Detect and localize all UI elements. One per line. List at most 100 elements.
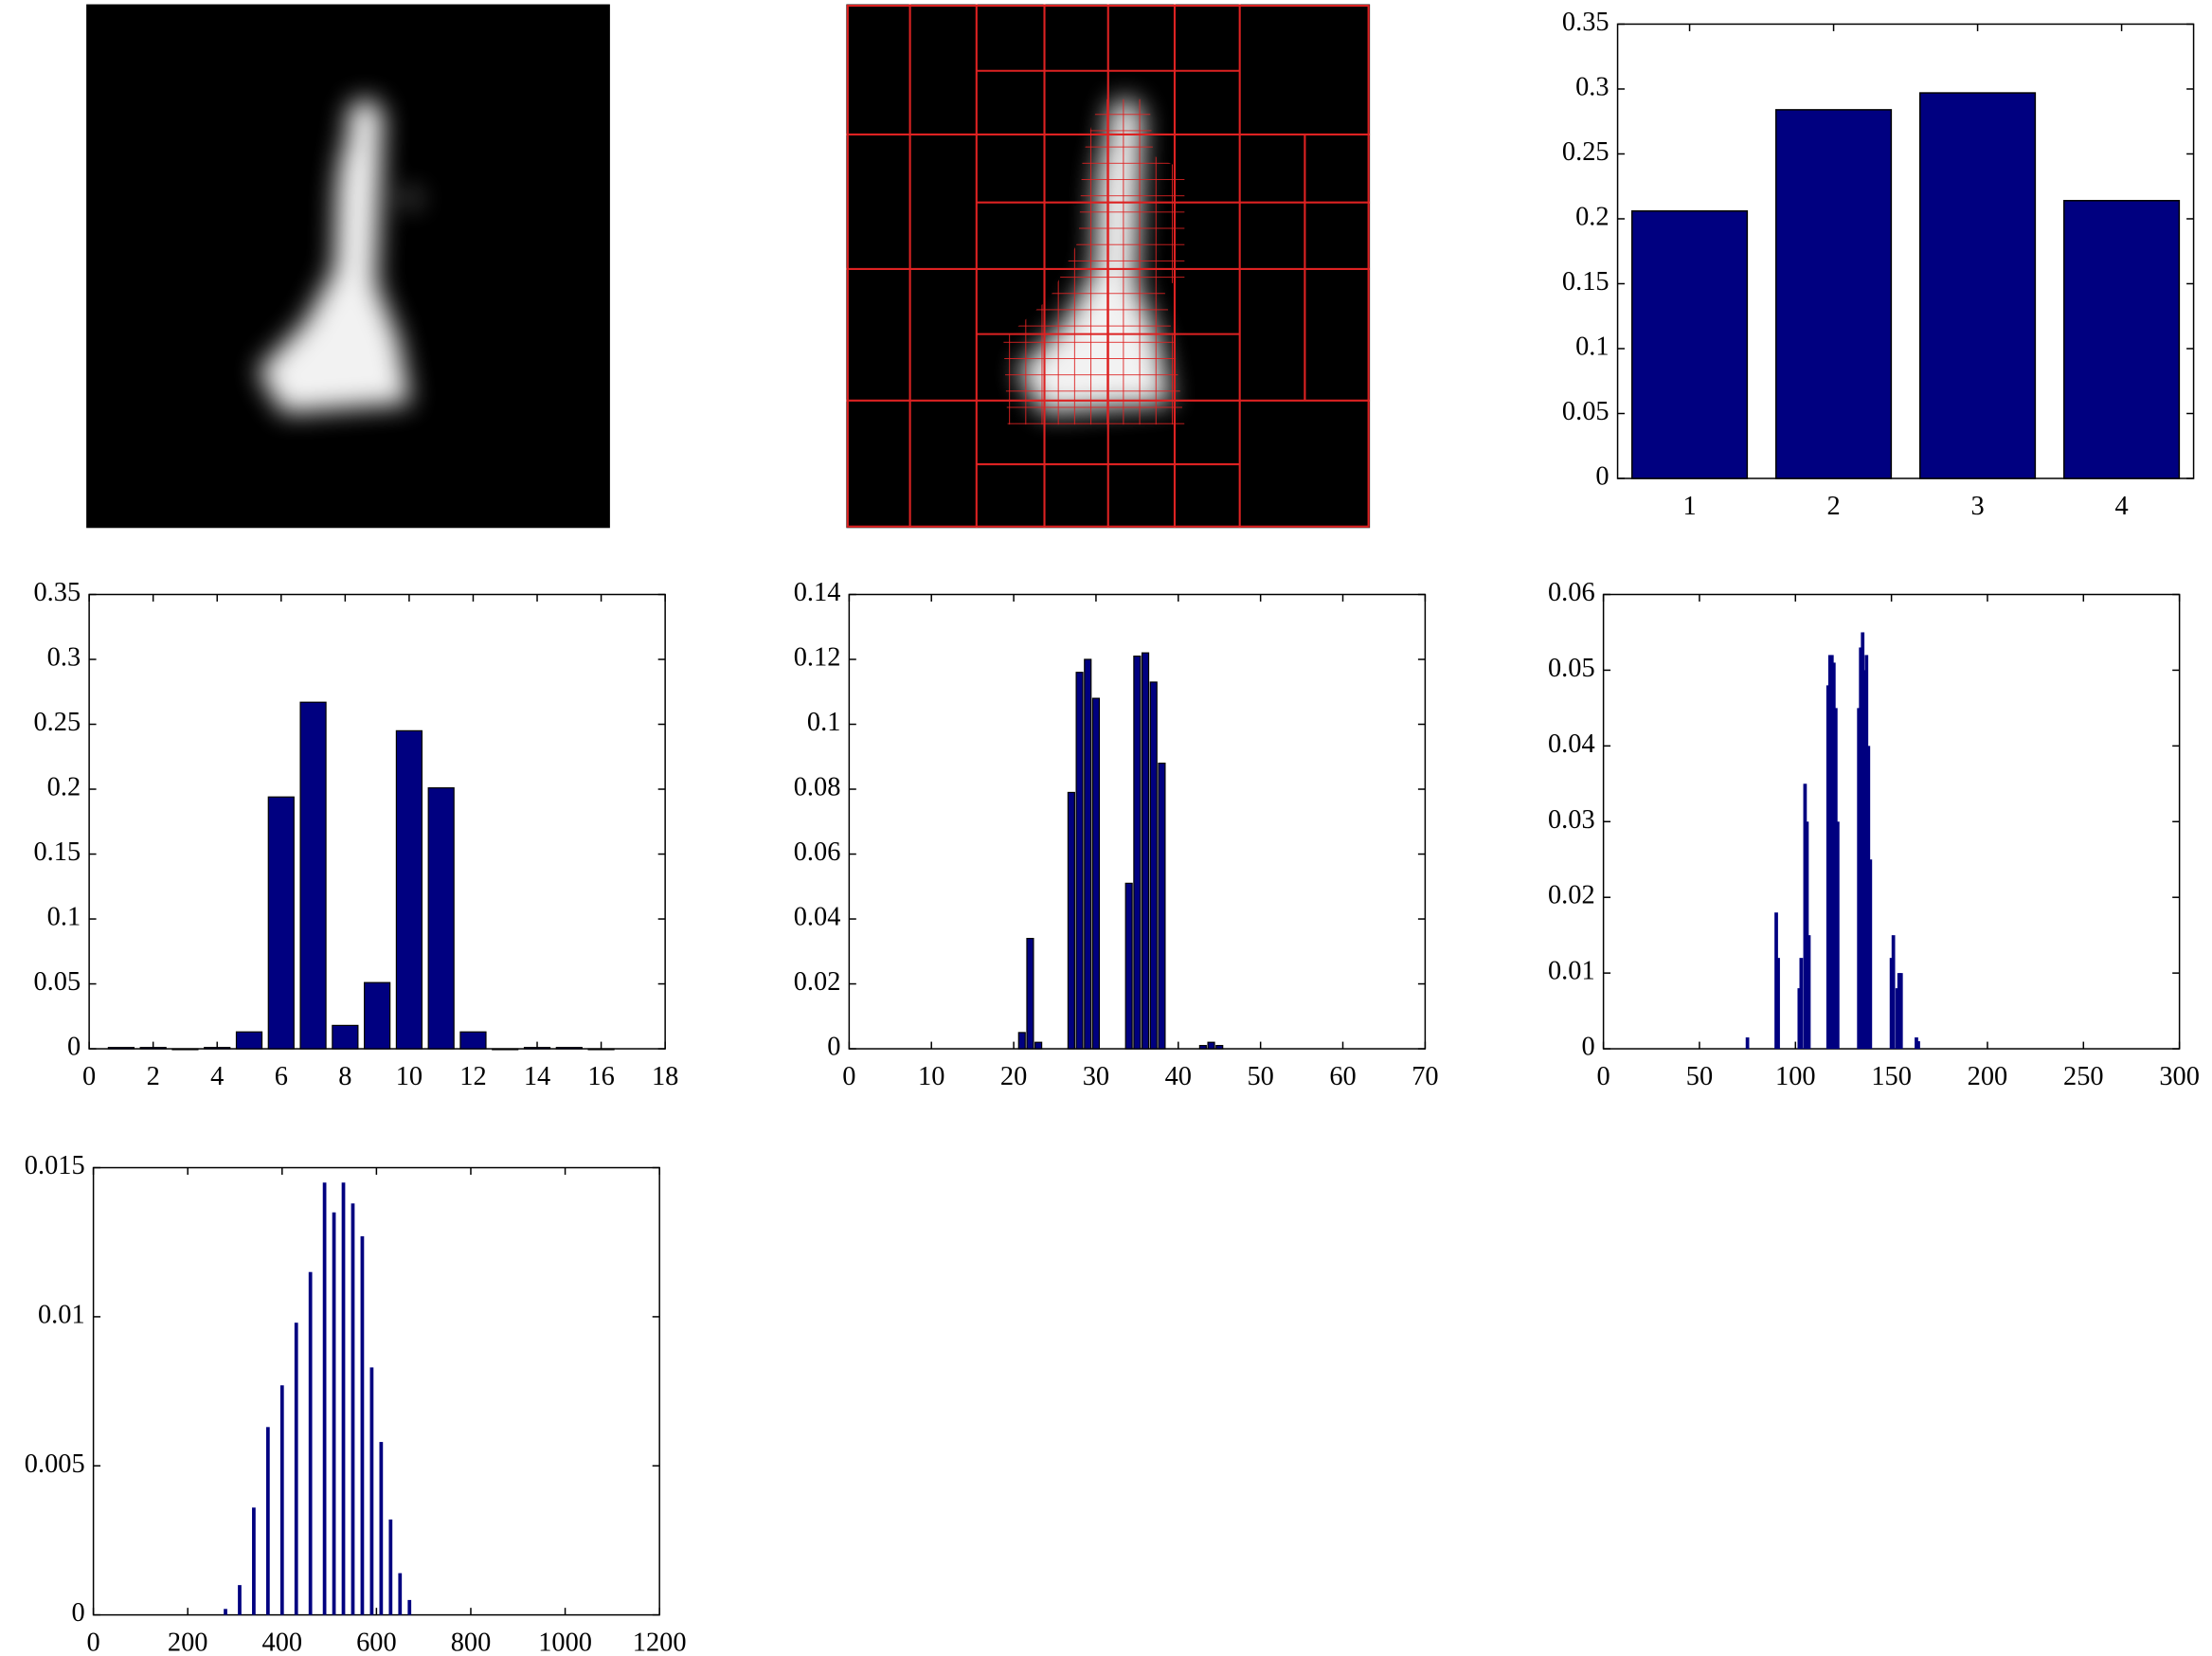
- bar: [427, 787, 455, 1050]
- x-tick-label: 20: [1000, 1062, 1027, 1091]
- y-tick-label: 0.08: [794, 773, 841, 802]
- y-tick-label: 0.35: [33, 578, 81, 607]
- bar: [1026, 937, 1034, 1050]
- y-tick-label: 0.12: [794, 643, 841, 673]
- y-tick-label: 0: [827, 1033, 840, 1062]
- bar: [1215, 1045, 1224, 1050]
- y-tick-label: 0.04: [794, 903, 841, 932]
- bar: [1833, 708, 1838, 1050]
- y-tick-label: 0.06: [794, 837, 841, 867]
- bar: [238, 1585, 242, 1615]
- bar: [332, 1212, 336, 1615]
- bar: [587, 1048, 615, 1051]
- bar: [1895, 988, 1899, 1050]
- bar: [279, 1385, 284, 1615]
- y-tick-label: 0.15: [1562, 267, 1610, 297]
- bar: [1776, 958, 1780, 1050]
- bar: [107, 1047, 135, 1050]
- bar: [1897, 973, 1901, 1050]
- bar: [388, 1519, 393, 1615]
- y-tick-label: 0: [1581, 1033, 1594, 1062]
- x-tick-label: 50: [1247, 1062, 1273, 1091]
- bar: [1797, 988, 1802, 1050]
- bar: [369, 1367, 374, 1615]
- bar: [1915, 1037, 1918, 1050]
- y-tick-label: 0.01: [1548, 957, 1595, 986]
- bar: [1803, 783, 1807, 1050]
- bar: [1075, 672, 1084, 1050]
- bar: [360, 1235, 365, 1615]
- bar: [1067, 791, 1075, 1050]
- bar: [1745, 1037, 1750, 1050]
- y-tick-label: 0: [67, 1033, 81, 1062]
- x-tick-label: 70: [1412, 1062, 1438, 1091]
- x-tick-label: 60: [1329, 1062, 1356, 1091]
- bar: [407, 1599, 412, 1615]
- bar: [2063, 200, 2181, 479]
- x-tick-label: 4: [2114, 492, 2128, 521]
- y-tick-label: 0.03: [1548, 805, 1595, 835]
- bar: [1141, 652, 1150, 1050]
- bar: [235, 1031, 263, 1050]
- bar: [351, 1203, 355, 1615]
- bar: [1831, 662, 1836, 1050]
- bar: [1775, 109, 1893, 479]
- x-tick-label: 400: [262, 1629, 303, 1656]
- bar: [1017, 1032, 1026, 1050]
- axes-box: [88, 593, 666, 1050]
- x-tick-label: 600: [356, 1629, 397, 1656]
- bar: [395, 729, 423, 1050]
- x-tick-label: 2: [1826, 492, 1840, 521]
- y-tick-label: 0.01: [38, 1300, 85, 1329]
- x-tick-label: 200: [168, 1629, 208, 1656]
- bar: [1807, 935, 1811, 1050]
- x-tick-label: 6: [275, 1062, 288, 1091]
- y-tick-label: 0.015: [25, 1151, 85, 1180]
- bar: [1133, 655, 1142, 1050]
- bar: [265, 1427, 270, 1615]
- y-tick-label: 0.04: [1548, 729, 1595, 759]
- y-tick-label: 0.1: [47, 903, 81, 932]
- bar: [364, 981, 391, 1050]
- x-tick-label: 0: [1597, 1062, 1610, 1091]
- y-tick-label: 0.05: [33, 967, 81, 997]
- bar: [294, 1323, 298, 1615]
- bar: [492, 1048, 519, 1051]
- bar: [1864, 655, 1869, 1050]
- bar: [1198, 1045, 1207, 1050]
- x-tick-label: 150: [1871, 1062, 1912, 1091]
- bar: [523, 1047, 551, 1050]
- y-tick-label: 0.25: [1562, 137, 1610, 167]
- bar: [1919, 92, 2037, 479]
- bar: [1859, 647, 1863, 1050]
- y-tick-label: 0.3: [47, 643, 81, 673]
- bar: [1862, 670, 1867, 1050]
- bar: [1774, 912, 1778, 1050]
- bar: [1827, 655, 1832, 1050]
- y-tick-label: 0.25: [33, 708, 81, 737]
- bar: [1916, 1041, 1920, 1050]
- x-tick-label: 1200: [633, 1629, 687, 1656]
- bar: [1868, 859, 1873, 1050]
- bar: [1091, 697, 1101, 1050]
- x-tick-label: 0: [87, 1629, 100, 1656]
- bar: [252, 1507, 256, 1615]
- y-tick-label: 0.06: [1548, 578, 1595, 607]
- bar: [1829, 655, 1834, 1050]
- bar: [171, 1048, 199, 1051]
- y-tick-label: 0.02: [794, 967, 841, 997]
- bar: [1866, 746, 1871, 1050]
- x-tick-label: 18: [652, 1062, 678, 1091]
- bar: [267, 796, 295, 1050]
- y-tick-label: 0.1: [807, 708, 840, 737]
- bar: [322, 1182, 327, 1615]
- x-tick-label: 3: [1970, 492, 1984, 521]
- x-tick-label: 10: [918, 1062, 944, 1091]
- x-tick-label: 1000: [538, 1629, 592, 1656]
- y-tick-label: 0.05: [1562, 397, 1610, 426]
- x-tick-label: 0: [842, 1062, 855, 1091]
- y-tick-label: 0.35: [1562, 8, 1610, 37]
- bar: [1799, 958, 1804, 1050]
